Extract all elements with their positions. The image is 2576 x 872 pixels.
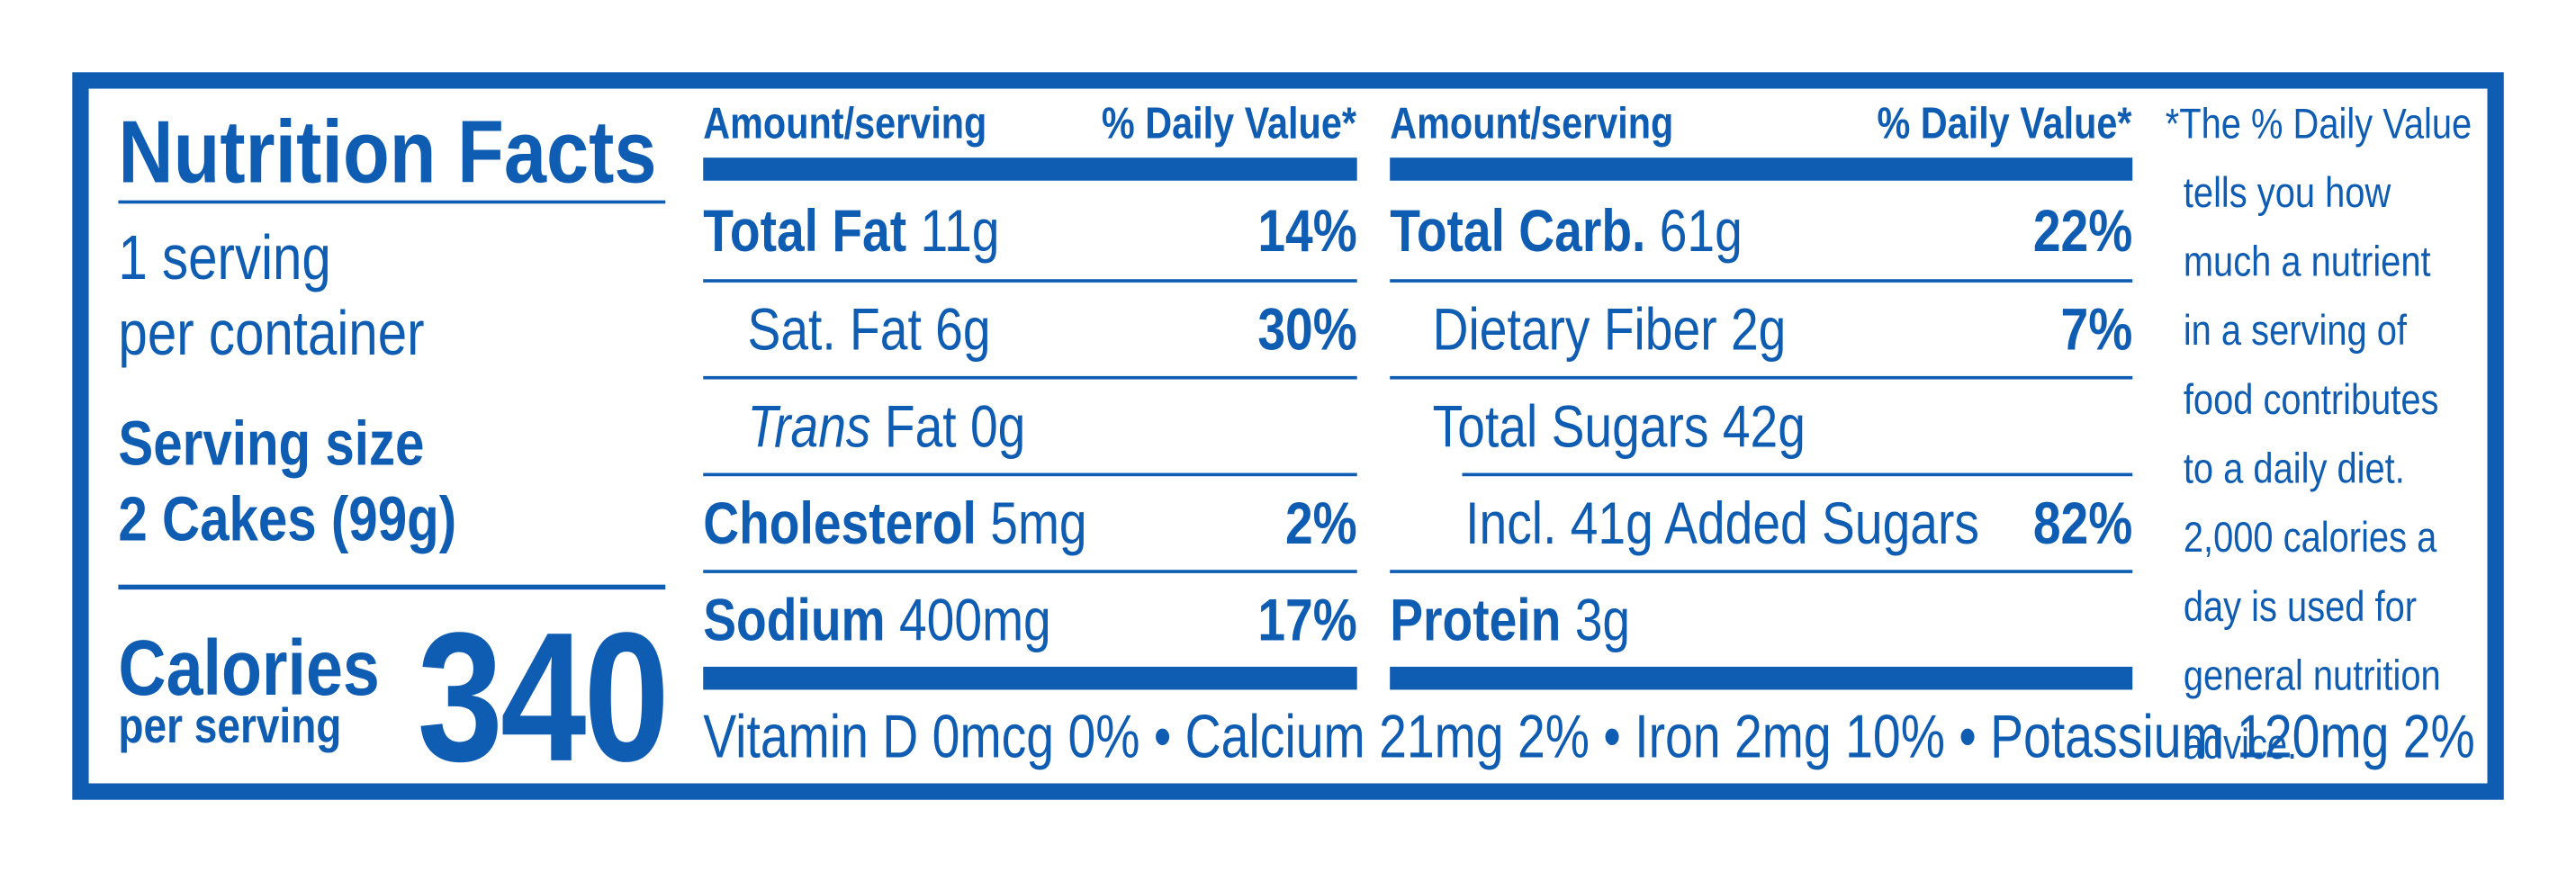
footnote-line: tells you how [2183, 167, 2391, 217]
rule [1462, 472, 2133, 477]
footnote-line: day is used for [2183, 581, 2418, 631]
servings-line: per container [118, 300, 425, 370]
bar [1390, 666, 2133, 690]
rule [703, 570, 1357, 573]
header-dv: % Daily Value* [1878, 98, 2133, 148]
rule [1390, 279, 2133, 283]
nutrient-row: Total Fat 11g 14% [703, 184, 1356, 279]
nutrient-name: Sat. Fat [747, 295, 922, 364]
header-amount: Amount/serving [1390, 98, 1674, 148]
calories-sublabel: per serving [118, 699, 342, 754]
bar [703, 666, 1357, 690]
nutrient-row: Total Sugars 42g [1390, 380, 2132, 475]
rule [703, 279, 1357, 283]
nutrient-amount: 42g [1722, 392, 1806, 460]
nutrient-amount: 0g [969, 392, 1026, 460]
nutrient-name: Cholesterol [703, 489, 977, 557]
header-amount: Amount/serving [703, 98, 987, 148]
nutrient-row: Total Carb. 61g 22% [1390, 184, 2132, 279]
nutrient-amount: 6g [935, 295, 991, 364]
nutrient-name: Dietary Fiber [1432, 295, 1717, 364]
footnote-line: food contributes [2183, 374, 2439, 424]
calories-label: Calories [118, 625, 380, 714]
nutrient-amount: 2g [1730, 295, 1787, 364]
rule [703, 375, 1357, 380]
serving-size-label: Serving size [118, 410, 425, 480]
nutrient-row: Sodium 400mg 17% [703, 573, 1356, 669]
nutrient-amount: 61g [1659, 196, 1743, 265]
calories: 340 [417, 594, 670, 800]
nutrient-dv: 7% [2060, 295, 2133, 364]
nutrient-name: Total Carb. [1390, 196, 1646, 265]
nutrient-name: Incl. 41g Added Sugars [1465, 489, 1979, 557]
nutrient-name: Sodium [703, 586, 886, 654]
serving-size: 2 Cakes (99g) [118, 486, 457, 555]
rule [118, 584, 666, 590]
nutrient-dv: 2% [1284, 489, 1357, 557]
nutrient-dv: 22% [2032, 196, 2133, 265]
footnote-line: *The % Daily Value [2165, 98, 2472, 148]
servings-line: 1 serving [118, 225, 331, 294]
title: Nutrition Facts [118, 103, 657, 202]
rule [118, 200, 666, 204]
footnote-line: general nutrition [2183, 650, 2441, 700]
frame [72, 72, 2504, 800]
nutrient-name: Protein [1390, 586, 1562, 654]
footnote-line: to a daily diet. [2183, 443, 2405, 493]
nutrient-amount: 400mg [898, 586, 1051, 654]
rule [1390, 570, 2133, 573]
vitamins: Vitamin D 0mcg 0% • Calcium 21mg 2% • Ir… [703, 703, 2475, 770]
rule [1390, 375, 2133, 380]
footnote-line: in a serving of [2183, 305, 2408, 355]
nutrient-dv: 30% [1257, 295, 1357, 364]
rule [703, 472, 1357, 477]
footnote-line: advice. [2183, 719, 2298, 769]
nutrient-name: Total Fat [703, 196, 907, 265]
nutrient-row: Sat. Fat 6g 30% [703, 283, 1357, 378]
header-dv: % Daily Value* [1102, 98, 1357, 148]
bar [703, 157, 1357, 181]
nutrient-row: Incl. 41g Added Sugars 82% [1390, 476, 2132, 571]
footnote-line: much a nutrient [2183, 236, 2431, 286]
nutrient-row: Cholesterol 5mg 2% [703, 476, 1356, 571]
nutrient-name: Fat [884, 392, 957, 460]
nutrient-amount: 11g [920, 196, 1000, 265]
nutrient-dv: 14% [1257, 196, 1357, 265]
nutrient-row: Trans Fat 0g [703, 380, 1356, 475]
footnote-line: 2,000 calories a [2183, 512, 2437, 562]
bar [1390, 157, 2133, 181]
nutrient-amount: 3g [1574, 586, 1631, 654]
nutrient-row: Dietary Fiber 2g 7% [1390, 283, 2133, 378]
nutrient-name: Total Sugars [1432, 392, 1709, 460]
nutrient-dv: 82% [2032, 489, 2133, 557]
nutrient-name-italic: Trans [747, 392, 871, 460]
nutrient-dv: 17% [1257, 586, 1357, 654]
nutrient-amount: 5mg [990, 489, 1087, 557]
nutrient-row: Protein 3g [1390, 573, 2132, 669]
